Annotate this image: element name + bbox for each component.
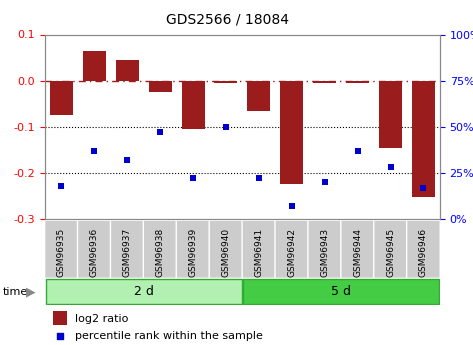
Text: time: time [2,287,27,296]
Text: GSM96941: GSM96941 [254,228,263,277]
Text: GSM96937: GSM96937 [123,228,131,277]
FancyBboxPatch shape [110,220,144,278]
Bar [182,81,204,129]
FancyBboxPatch shape [176,220,210,278]
Bar [412,81,435,197]
Bar [83,51,106,81]
Point [255,176,263,181]
Point [123,157,131,163]
Bar [149,81,172,92]
Point [371,242,379,247]
Bar [116,60,139,81]
Text: GSM96939: GSM96939 [189,228,198,277]
Bar [346,81,369,83]
Bar [379,81,402,148]
Text: GSM96944: GSM96944 [353,228,362,277]
Text: GSM96935: GSM96935 [57,228,66,277]
FancyBboxPatch shape [243,279,439,304]
Point [288,204,296,209]
Text: 5 d: 5 d [331,285,351,298]
Text: GSM96943: GSM96943 [320,228,329,277]
Text: log2 ratio: log2 ratio [75,314,128,324]
Bar [280,81,303,185]
FancyBboxPatch shape [374,220,407,278]
Point [189,176,197,181]
Point [58,183,65,189]
Text: GSM96945: GSM96945 [386,228,395,277]
FancyBboxPatch shape [242,220,276,278]
Point [354,148,361,154]
Point [157,130,164,135]
Bar [247,81,271,111]
Point [387,165,394,170]
FancyBboxPatch shape [209,220,243,278]
Text: GSM96946: GSM96946 [419,228,428,277]
Bar [313,81,336,83]
Bar [50,81,73,115]
Point [420,185,427,190]
Text: GSM96942: GSM96942 [287,228,296,277]
FancyBboxPatch shape [143,220,177,278]
FancyBboxPatch shape [275,220,308,278]
Bar [214,81,237,83]
FancyBboxPatch shape [45,279,242,304]
Text: GSM96936: GSM96936 [90,228,99,277]
FancyBboxPatch shape [407,220,440,278]
Point [90,148,98,154]
Point [222,124,230,130]
Text: GSM96938: GSM96938 [156,228,165,277]
FancyBboxPatch shape [341,220,375,278]
Text: ▶: ▶ [26,285,35,298]
Text: GSM96940: GSM96940 [221,228,230,277]
FancyBboxPatch shape [308,220,342,278]
Point [321,179,328,185]
Text: 2 d: 2 d [134,285,154,298]
Text: percentile rank within the sample: percentile rank within the sample [75,331,263,341]
Text: GDS2566 / 18084: GDS2566 / 18084 [166,12,289,26]
FancyBboxPatch shape [44,220,78,278]
Bar [53,311,67,325]
FancyBboxPatch shape [78,220,111,278]
